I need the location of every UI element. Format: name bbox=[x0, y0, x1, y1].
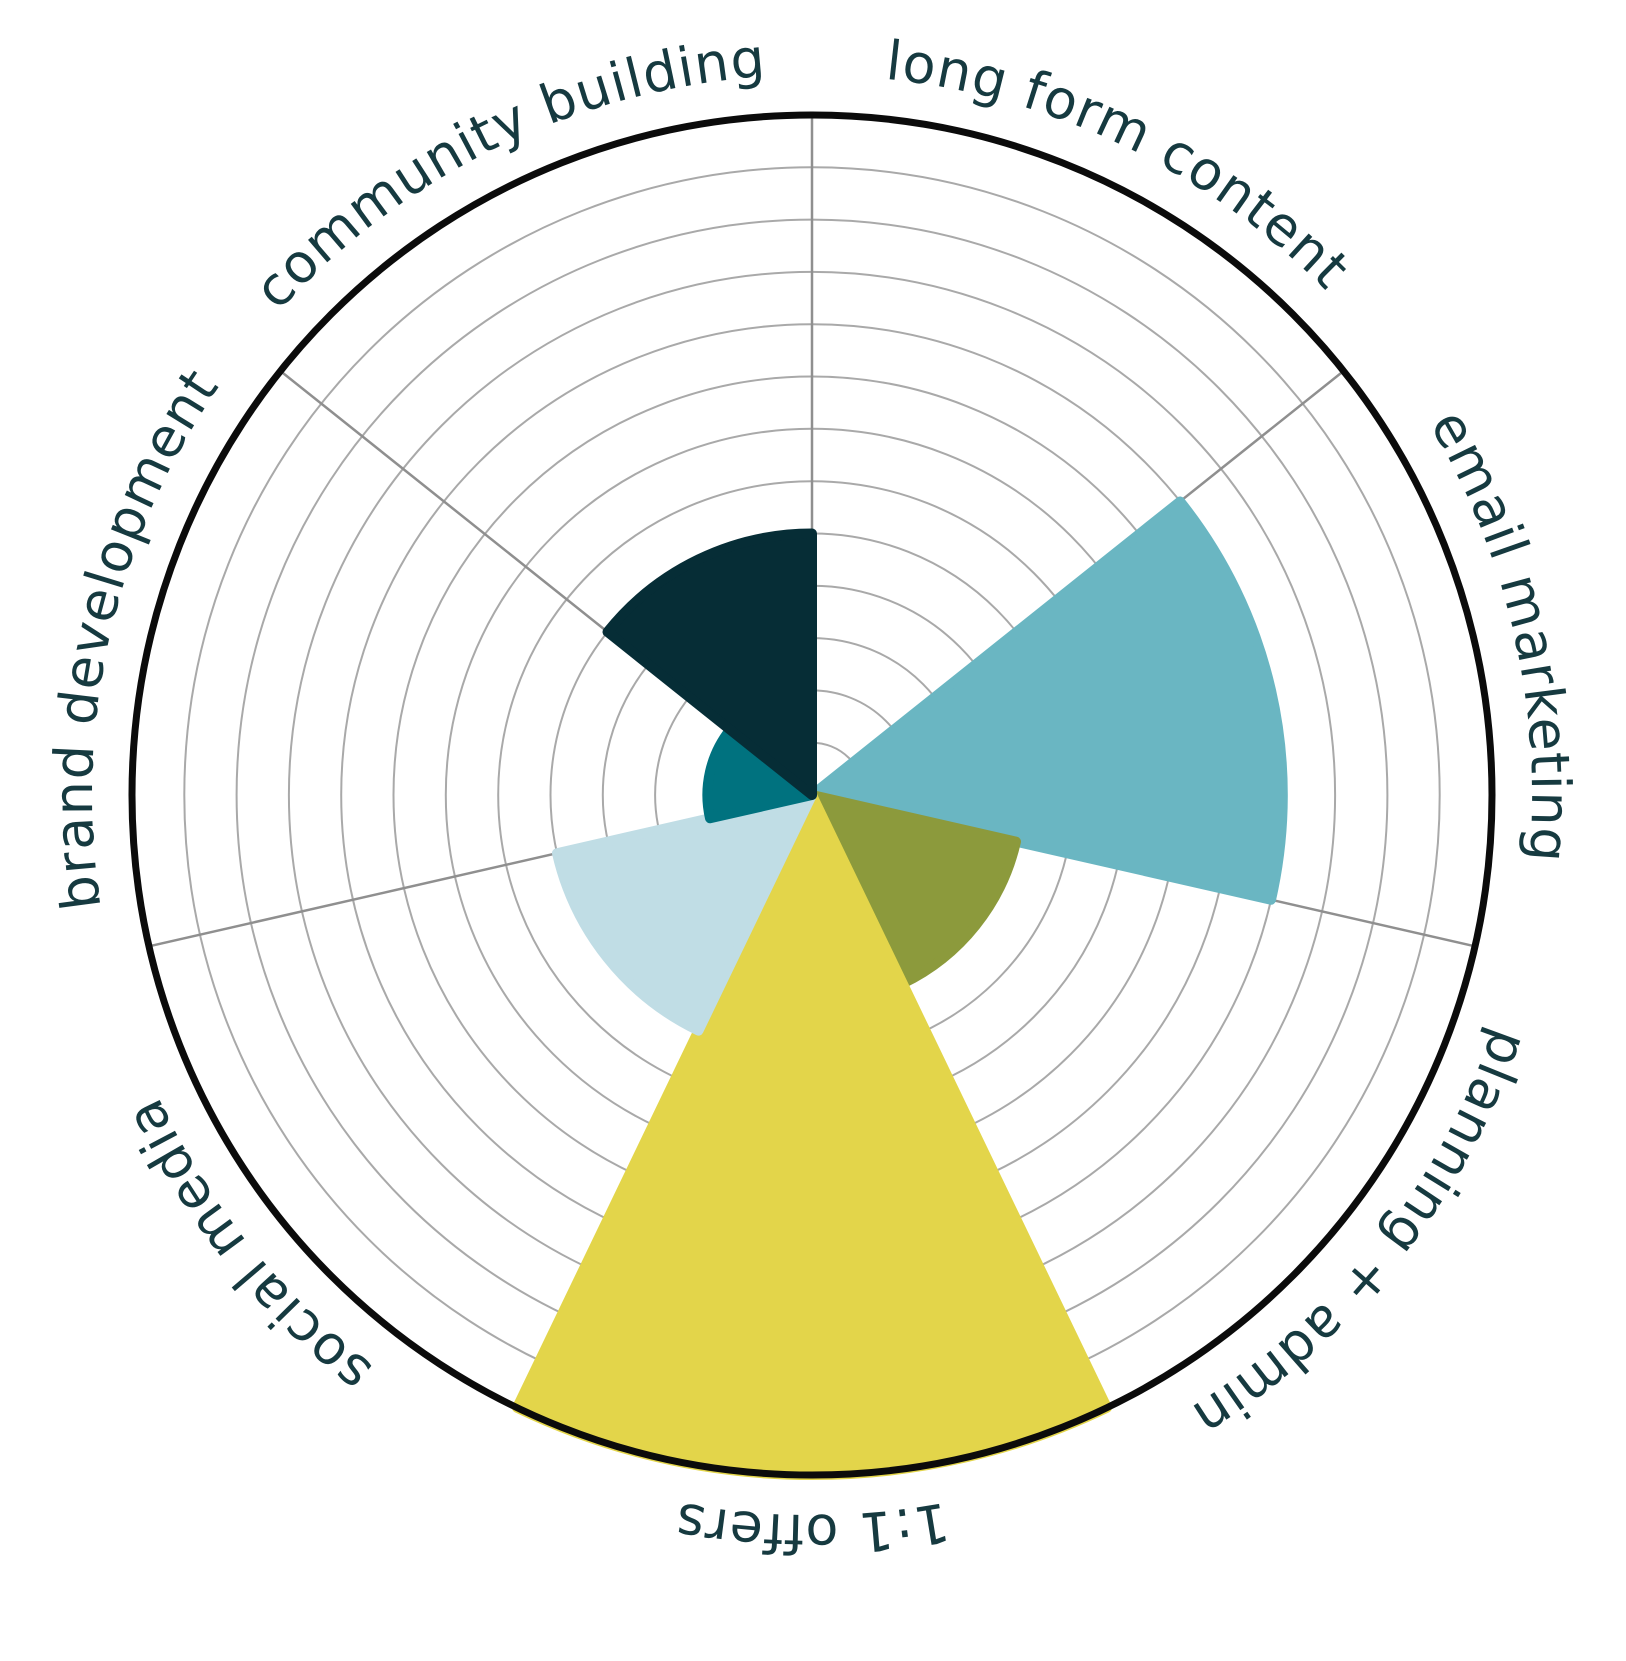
slice bbox=[807, 790, 1021, 989]
category-label: community building bbox=[242, 26, 768, 320]
category-label: long form content bbox=[883, 29, 1362, 301]
slice bbox=[552, 790, 817, 1036]
slice bbox=[702, 724, 817, 824]
category-label: 1:1 offers bbox=[670, 1490, 954, 1565]
outer-ring bbox=[128, 111, 1496, 1479]
slice bbox=[602, 528, 817, 800]
category-label: email marketing bbox=[1418, 399, 1582, 865]
slices bbox=[512, 496, 1288, 1480]
category-label: social media bbox=[112, 1089, 382, 1406]
category-label: planning + admin bbox=[1182, 1022, 1541, 1451]
slice bbox=[807, 496, 1288, 905]
